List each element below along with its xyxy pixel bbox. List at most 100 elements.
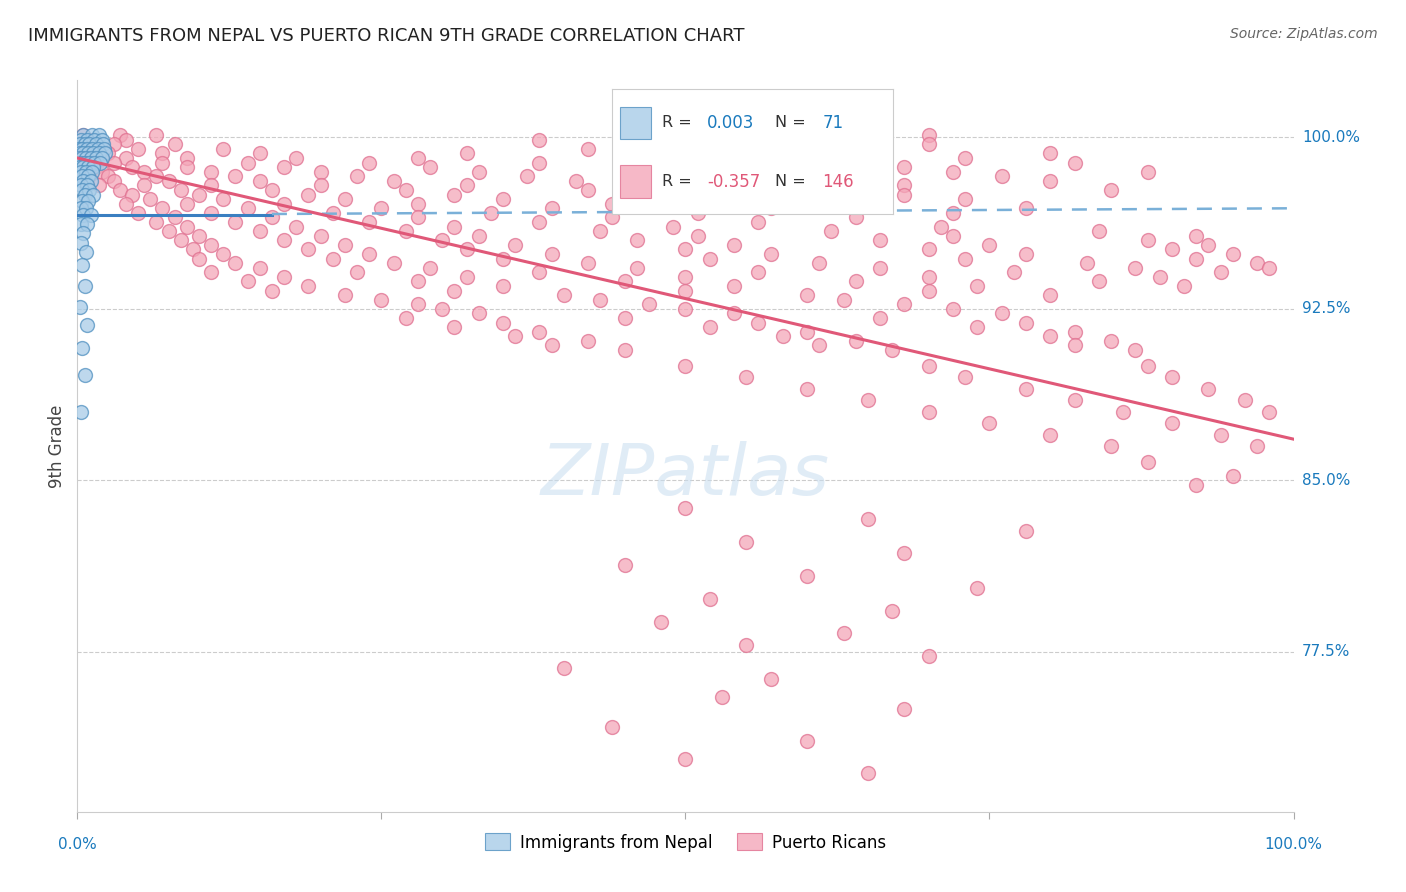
Point (1039, 288, 1062, 302)
Point (638, 187, 661, 202)
Point (613, 160, 636, 174)
Point (89, 128, 111, 143)
Point (79, 133, 101, 147)
Point (67, 142, 90, 156)
Point (1039, 174, 1062, 188)
Point (576, 334, 599, 348)
Point (139, 192, 162, 206)
Point (869, 260, 891, 275)
Point (430, 301, 453, 316)
Point (70, 133, 93, 147)
Point (108, 183, 131, 197)
Point (406, 274, 429, 288)
Point (170, 183, 193, 197)
Point (1015, 524, 1038, 538)
Point (75, 201, 97, 215)
Point (82, 146, 104, 161)
Point (73, 155, 96, 169)
Point (333, 238, 356, 252)
Point (1015, 247, 1038, 261)
Point (820, 128, 842, 143)
Point (75, 164, 97, 178)
Text: -0.357: -0.357 (707, 173, 761, 191)
Point (83, 155, 105, 169)
Point (1246, 439, 1268, 453)
Point (845, 334, 868, 348)
Point (686, 228, 709, 243)
Point (70, 341, 93, 355)
Point (80, 164, 103, 178)
Point (93, 142, 115, 156)
Point (115, 133, 138, 147)
Point (1088, 224, 1111, 238)
Point (188, 187, 211, 202)
Point (89, 146, 111, 161)
Point (796, 569, 818, 583)
Point (90, 151, 112, 165)
Point (675, 284, 697, 298)
Text: 0.003: 0.003 (707, 114, 755, 132)
Point (747, 316, 769, 330)
Point (176, 151, 198, 165)
Point (72, 128, 94, 143)
Point (70, 183, 93, 197)
Point (456, 269, 478, 284)
Point (443, 284, 465, 298)
Point (710, 690, 733, 705)
Point (200, 238, 222, 252)
Point (576, 142, 599, 156)
Point (1233, 393, 1256, 408)
Point (90, 164, 112, 178)
Point (236, 201, 259, 215)
Point (1015, 382, 1038, 396)
Point (170, 233, 193, 247)
Point (1136, 359, 1159, 373)
Point (820, 224, 842, 238)
FancyBboxPatch shape (620, 165, 651, 198)
Point (565, 174, 588, 188)
Point (359, 215, 381, 229)
Point (83, 133, 105, 147)
Point (675, 164, 697, 178)
Point (808, 256, 831, 270)
Point (893, 178, 915, 193)
Point (94, 146, 117, 161)
Point (1015, 201, 1038, 215)
Point (735, 535, 758, 549)
Point (675, 359, 697, 373)
Point (1125, 260, 1147, 275)
Point (1258, 405, 1281, 419)
Point (80, 208, 103, 222)
Point (529, 133, 551, 147)
Point (84, 137, 107, 152)
Point (882, 343, 904, 357)
Point (856, 765, 879, 780)
Point (918, 284, 941, 298)
Point (260, 183, 283, 197)
Point (97, 146, 120, 161)
Legend: Immigrants from Nepal, Puerto Ricans: Immigrants from Nepal, Puerto Ricans (478, 827, 893, 858)
Point (73, 279, 96, 293)
Point (72, 128, 94, 143)
Point (181, 243, 204, 257)
Point (675, 243, 697, 257)
Point (675, 500, 697, 515)
Point (80, 151, 103, 165)
Point (1161, 370, 1184, 384)
Point (662, 219, 685, 234)
Point (845, 274, 868, 288)
Point (70, 155, 93, 169)
Point (75, 151, 97, 165)
Point (492, 192, 515, 206)
Point (72, 227, 94, 241)
Point (76, 133, 98, 147)
Text: ZIPatlas: ZIPatlas (541, 441, 830, 509)
Point (1136, 233, 1159, 247)
Point (516, 169, 538, 184)
Point (145, 169, 167, 184)
Point (87, 142, 110, 156)
Point (529, 155, 551, 169)
Point (529, 265, 551, 279)
Point (479, 206, 502, 220)
Point (80, 174, 103, 188)
